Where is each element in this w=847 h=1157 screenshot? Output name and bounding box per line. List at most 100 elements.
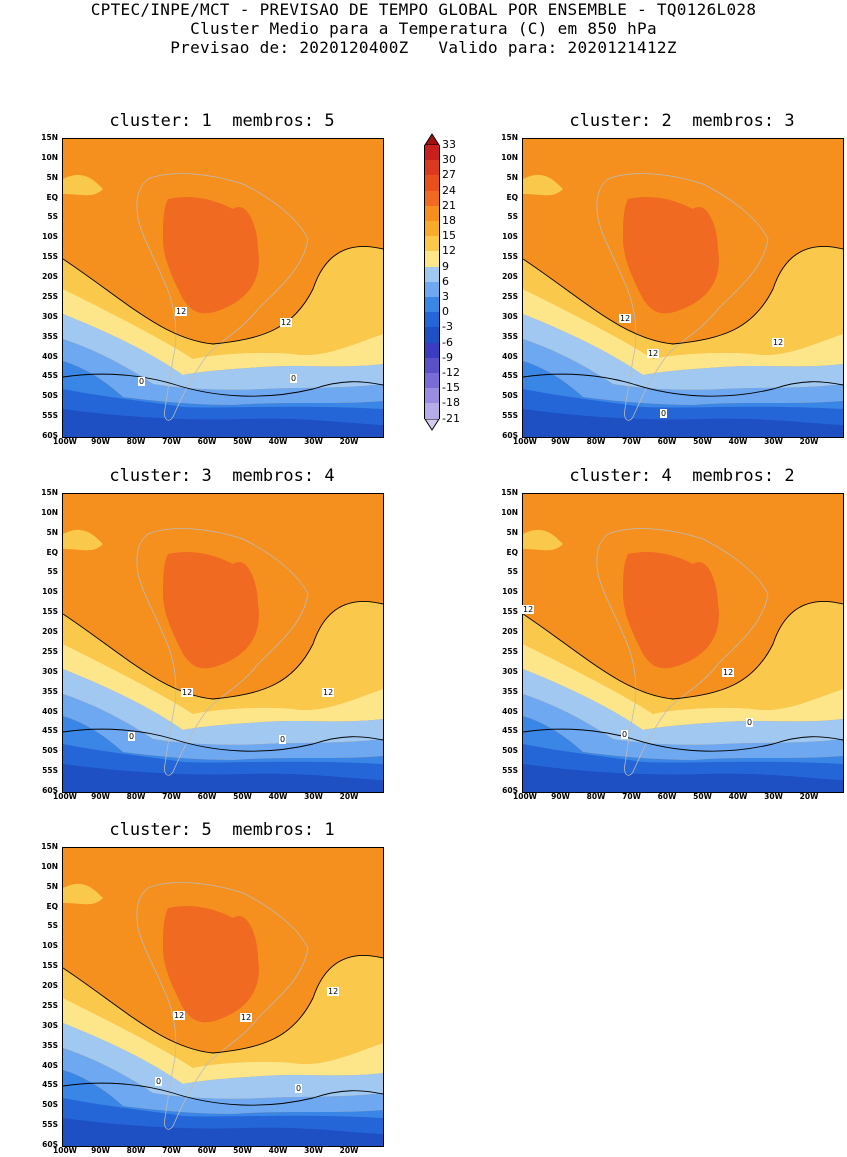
warm-region — [163, 906, 259, 1023]
legend-level-label: 9 — [442, 259, 449, 273]
longitude-label: 80W — [586, 437, 606, 446]
latitude-label: 25S — [502, 291, 518, 301]
contour-label: 0 — [290, 374, 298, 383]
legend-level-label: 24 — [442, 183, 456, 197]
latitude-label: 45S — [42, 371, 58, 381]
legend-level-label: -6 — [442, 335, 453, 349]
contour-0 — [63, 373, 383, 397]
contour-label: 0 — [295, 1084, 303, 1093]
legend-swatch — [424, 145, 440, 161]
latitude-label: 50S — [502, 391, 518, 401]
contour-12 — [523, 245, 843, 345]
legend-swatch — [424, 175, 440, 191]
contour-label: 0 — [660, 409, 668, 418]
legend-swatch — [424, 281, 440, 297]
contour-0 — [523, 728, 843, 752]
continent-outline — [136, 173, 309, 421]
longitude-label: 40W — [268, 792, 288, 801]
temperature-band — [63, 998, 383, 1084]
longitude-label: 80W — [126, 792, 146, 801]
title-line-3: Previsao de: 2020120400Z Valido para: 20… — [170, 38, 677, 57]
latitude-label: 15S — [42, 252, 58, 262]
legend-level-label: 6 — [442, 274, 449, 288]
legend-level-label: 15 — [442, 229, 456, 243]
latitude-label: 5S — [507, 212, 518, 222]
latitude-label: 45S — [502, 371, 518, 381]
longitude-label: 60W — [197, 1146, 217, 1155]
longitude-label: 60W — [657, 792, 677, 801]
warm-region — [63, 883, 103, 905]
latitude-label: 40S — [502, 351, 518, 361]
longitude-label: 90W — [551, 437, 570, 446]
latitude-label: 60S — [42, 786, 58, 795]
latitude-label: 55S — [42, 766, 58, 776]
latitude-label: 35S — [42, 686, 58, 696]
longitude-label: 30W — [764, 437, 783, 446]
legend-level-label: 21 — [442, 198, 456, 212]
latitude-label: 10S — [42, 232, 58, 242]
longitude-label: 90W — [91, 437, 110, 446]
contour-label: 0 — [138, 377, 146, 386]
contour-label: 12 — [173, 1011, 186, 1020]
latitude-label: 15N — [501, 488, 518, 497]
legend-swatch — [424, 266, 440, 282]
contour-label: 12 — [240, 1013, 253, 1022]
longitude-label: 80W — [586, 792, 606, 801]
longitude-label: 20W — [339, 792, 359, 801]
legend-bottom-arrow — [424, 418, 440, 431]
continent-outline — [596, 173, 769, 421]
latitude-label: 25S — [42, 291, 58, 301]
latitude-label: 20S — [502, 272, 518, 282]
temperature-band — [523, 409, 843, 437]
longitude-label: 100W — [53, 1146, 77, 1155]
panel-title: cluster: 1 membros: 5 — [109, 111, 335, 131]
legend-swatch — [424, 342, 440, 358]
longitude-label: 50W — [233, 437, 252, 446]
forecast-map-cluster-1 — [62, 138, 384, 438]
longitude-label: 70W — [162, 792, 181, 801]
latitude-label: 25S — [42, 1000, 58, 1010]
legend-level-label: -3 — [442, 320, 453, 334]
forecast-map-cluster-4 — [522, 493, 844, 793]
latitude-label: 20S — [42, 272, 58, 282]
legend-swatch — [424, 205, 440, 221]
latitude-label: 15N — [501, 133, 518, 142]
latitude-label: 40S — [502, 706, 518, 716]
latitude-label: 25S — [42, 646, 58, 656]
continent-outline — [136, 528, 309, 776]
latitude-label: 10N — [41, 861, 58, 871]
latitude-label: 30S — [502, 311, 518, 321]
latitude-label: 10N — [41, 152, 58, 162]
latitude-label: 60S — [42, 431, 58, 440]
temperature-band — [63, 1118, 383, 1146]
temperature-band — [63, 314, 383, 390]
latitude-label: 35S — [502, 331, 518, 341]
latitude-label: 35S — [42, 1040, 58, 1050]
temperature-band — [523, 601, 843, 714]
latitude-label: 55S — [42, 1120, 58, 1130]
longitude-label: 30W — [304, 792, 323, 801]
longitude-label: 70W — [162, 1146, 181, 1155]
longitude-label: 80W — [126, 437, 146, 446]
contour-label: 12 — [619, 314, 632, 323]
contour-label: 12 — [175, 307, 188, 316]
temperature-band — [523, 669, 843, 745]
temperature-band — [523, 694, 843, 760]
latitude-label: 5N — [46, 172, 59, 182]
temperature-band — [63, 694, 383, 760]
latitude-label: 60S — [502, 786, 518, 795]
latitude-label: 50S — [502, 746, 518, 756]
contour-label: 0 — [279, 735, 287, 744]
contour-label: 0 — [155, 1077, 163, 1086]
legend-level-label: 27 — [442, 168, 456, 182]
contour-label: 12 — [181, 688, 194, 697]
temperature-band — [63, 246, 383, 359]
legend-level-label: -12 — [442, 366, 460, 379]
legend-level-label: -18 — [442, 396, 460, 410]
panel-title: cluster: 2 membros: 3 — [569, 111, 795, 131]
title-line-2: Cluster Medio para a Temperatura (C) em … — [190, 19, 657, 38]
latitude-label: 20S — [502, 627, 518, 637]
temperature-band — [63, 1048, 383, 1114]
legend-level-label: 0 — [442, 305, 449, 319]
longitude-label: 30W — [304, 437, 323, 446]
